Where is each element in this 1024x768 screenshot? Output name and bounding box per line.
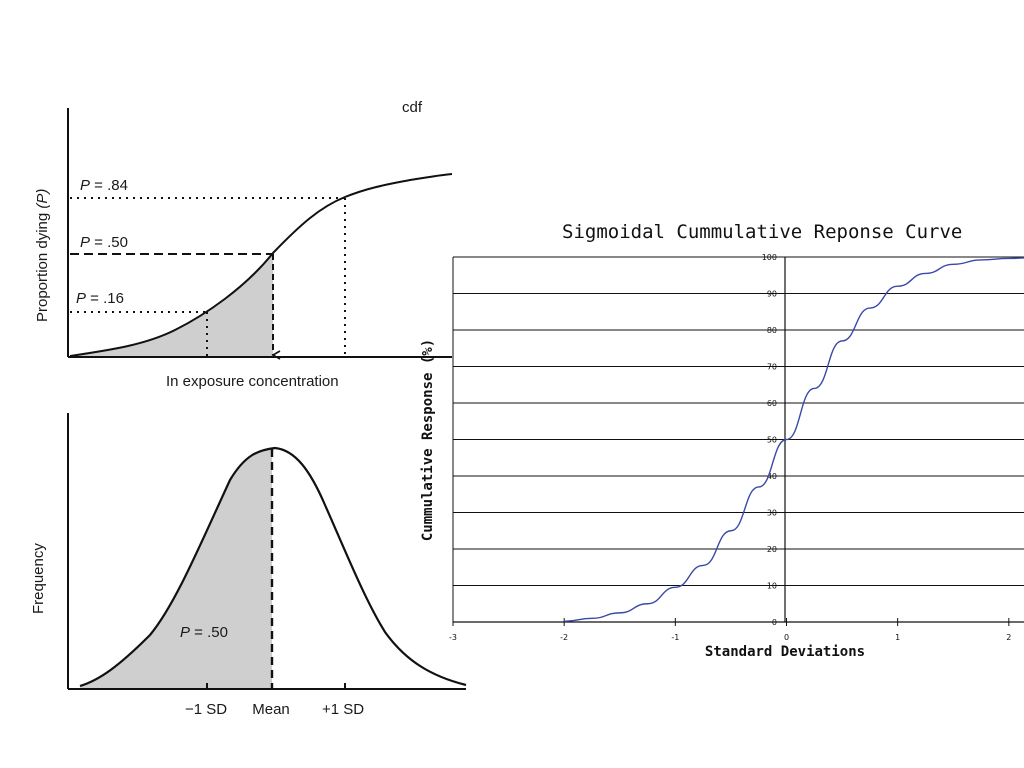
sigmoid-x-axis-label: Standard Deviations: [705, 644, 865, 660]
sigmoid-y-tick-label: 30: [767, 509, 777, 518]
cdf-shaded-area: [70, 253, 273, 356]
sigmoid-y-tick-label: 40: [767, 472, 777, 481]
sigmoid-y-tick-label: 100: [762, 253, 777, 262]
cdf-curve: [69, 173, 453, 357]
pdf-tick-label-minus1sd: −1 SD: [185, 701, 227, 718]
sigmoid-y-tick-label: 90: [767, 290, 777, 299]
sigmoid-y-tick-label: 60: [767, 399, 777, 408]
sigmoid-x-tick-label: 2: [1006, 633, 1011, 642]
sigmoid-y-tick-label: 50: [767, 436, 777, 445]
sigmoid-x-tick-labels: -3 -2 -1 0 1 2: [449, 618, 1011, 642]
sigmoid-y-tick-label: 10: [767, 582, 777, 591]
sigmoid-y-tick-label: 20: [767, 545, 777, 554]
sigmoid-y-axis-label: Cummulative Response (%): [420, 339, 436, 541]
pdf-tick-label-plus1sd: +1 SD: [322, 701, 364, 718]
sigmoid-panel: Sigmoidal Cummulative Reponse Curve 0102…: [420, 221, 1024, 660]
sigmoid-y-tick-label: 0: [772, 618, 777, 627]
cdf-label-p84: P = .84: [80, 177, 128, 194]
pdf-tick-label-mean: Mean: [252, 701, 290, 718]
pdf-shaded-area: [80, 450, 272, 688]
sigmoid-x-tick-label: -3: [449, 633, 457, 642]
cdf-label-p50: P = .50: [80, 234, 128, 251]
sigmoid-curve: [564, 257, 1024, 622]
cdf-title: cdf: [402, 99, 423, 116]
pdf-shaded-label: P = .50: [180, 624, 228, 641]
cdf-x-axis-label: In exposure concentration: [166, 373, 339, 390]
cdf-y-axis-label: Proportion dying (P): [34, 189, 51, 322]
pdf-bell-curve: [79, 446, 467, 688]
sigmoid-x-tick-label: -2: [560, 633, 568, 642]
pdf-panel: −1 SD Mean +1 SD P = .50 Frequency: [30, 413, 467, 718]
cdf-panel: cdf P = .84 P = .50 P = .16 In exposure …: [34, 99, 453, 390]
sigmoid-y-tick-labels: 0 10 20 30 40 50 60 70 80 90 100: [762, 253, 790, 627]
cdf-label-p16: P = .16: [76, 290, 124, 307]
sigmoid-y-tick-label: 80: [767, 326, 777, 335]
pdf-y-axis-label: Frequency: [30, 543, 47, 614]
sigmoid-x-tick-label: 0: [784, 633, 789, 642]
sigmoid-x-tick-label: -1: [671, 633, 679, 642]
sigmoid-y-tick-label: 70: [767, 363, 777, 372]
sigmoid-x-tick-label: 1: [895, 633, 900, 642]
sigmoid-gridlines: [453, 256, 1024, 623]
sigmoid-title: Sigmoidal Cummulative Reponse Curve: [562, 221, 962, 243]
